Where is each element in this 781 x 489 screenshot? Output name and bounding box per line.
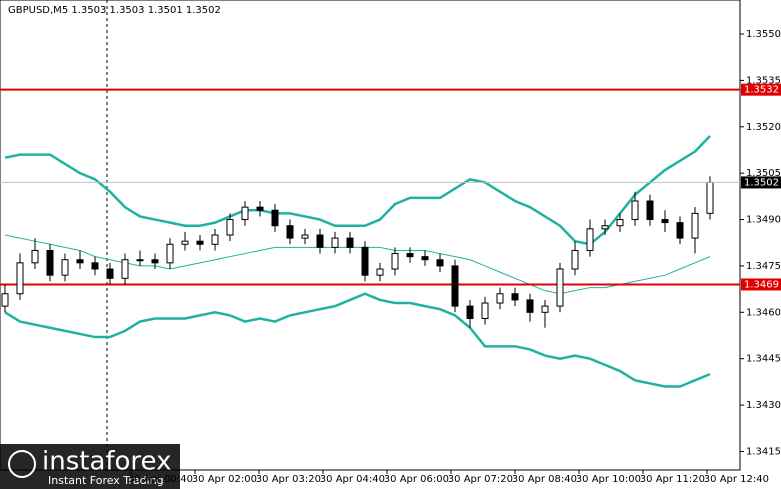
candle-body [166, 243, 174, 264]
candle-body [661, 219, 669, 224]
candle-body [196, 240, 204, 245]
candle-body [316, 234, 324, 248]
level-tag [741, 83, 781, 96]
marks [0, 88, 740, 388]
candle-body [511, 293, 519, 301]
candle-body [406, 253, 414, 258]
watermark-box [0, 444, 180, 489]
candle-body [16, 262, 24, 295]
x-tick-label: 30 Apr 08:40 [512, 474, 577, 485]
x-tick-label: 30 Apr 02:00 [192, 474, 257, 485]
candle-body [631, 200, 639, 221]
candle-body [391, 253, 399, 270]
candle-body [541, 305, 549, 313]
candle-body [706, 181, 714, 214]
candle-body [421, 256, 429, 261]
candle-body [31, 249, 39, 264]
x-tick-label: 30 Apr 07:20 [448, 474, 513, 485]
candle-body [466, 305, 474, 319]
level-label: 1.3469 [744, 279, 779, 290]
level-tag [741, 278, 781, 291]
candle-body [451, 265, 459, 307]
y-tick-label: 1.3430 [746, 400, 781, 411]
candle-body [226, 219, 234, 236]
candle-body [331, 237, 339, 248]
candle-body [151, 259, 159, 264]
candle-body [271, 209, 279, 227]
candle-body [136, 259, 144, 262]
x-tick-label: 30 Apr 06:00 [384, 474, 449, 485]
candle-body [676, 222, 684, 239]
candle-body [601, 225, 609, 230]
price-tag [741, 176, 781, 189]
candle-body [1, 293, 9, 307]
y-tick-label: 1.3415 [746, 446, 781, 457]
candle-body [301, 234, 309, 239]
candle-body [181, 240, 189, 245]
candle-body [361, 246, 369, 276]
y-tick-label: 1.3505 [746, 168, 781, 179]
candle-body [106, 268, 114, 279]
candle-body [616, 219, 624, 227]
x-tick-label: 30 Apr 04:40 [320, 474, 385, 485]
y-tick-label: 1.3460 [746, 307, 781, 318]
watermark: instaforex Instant Forex Trading [0, 444, 180, 489]
watermark-name: instaforex [42, 447, 171, 477]
candle-body [256, 206, 264, 211]
x-tick-label: 30 Apr 12:40 [704, 474, 769, 485]
candle-body [376, 268, 384, 276]
y-tick-label: 1.3445 [746, 354, 781, 365]
x-tick-label: 30 Apr 11:20 [640, 474, 705, 485]
y-tick-label: 1.3550 [746, 29, 781, 40]
candle-body [91, 262, 99, 270]
watermark-icon [8, 450, 36, 478]
y-tick-label: 1.3490 [746, 215, 781, 226]
x-tick-label: 30 Apr 00:40 [128, 474, 193, 485]
x-tick-label: 30 Apr 03:20 [256, 474, 321, 485]
candle-body [61, 259, 69, 276]
candle-body [346, 237, 354, 248]
band-line [4, 292, 711, 388]
candle-body [646, 200, 654, 221]
candle-body [481, 302, 489, 319]
candle-body [121, 259, 129, 279]
candle-body [691, 212, 699, 239]
candle-body [571, 249, 579, 270]
y-tick-label: 1.3475 [746, 261, 781, 272]
y-tick-label: 1.3535 [746, 75, 781, 86]
candle-body [241, 206, 249, 221]
candle-body [46, 249, 54, 276]
candle-body [436, 259, 444, 267]
candle-body [496, 293, 504, 304]
plot-frame [0, 0, 741, 471]
candle-body [211, 234, 219, 245]
level-label: 1.3532 [744, 85, 779, 96]
candle-body [556, 268, 564, 307]
chart-title: GBPUSD,M5 1.3503 1.3503 1.3501 1.3502 [8, 5, 221, 16]
price-label: 1.3502 [744, 177, 779, 188]
candle-body [586, 228, 594, 251]
y-tick-label: 1.3520 [746, 122, 781, 133]
x-tick-label: 30 Apr 10:00 [576, 474, 641, 485]
candle-body [76, 259, 84, 264]
candle-body [526, 299, 534, 313]
candle-body [286, 225, 294, 239]
watermark-tagline: Instant Forex Trading [48, 474, 164, 487]
